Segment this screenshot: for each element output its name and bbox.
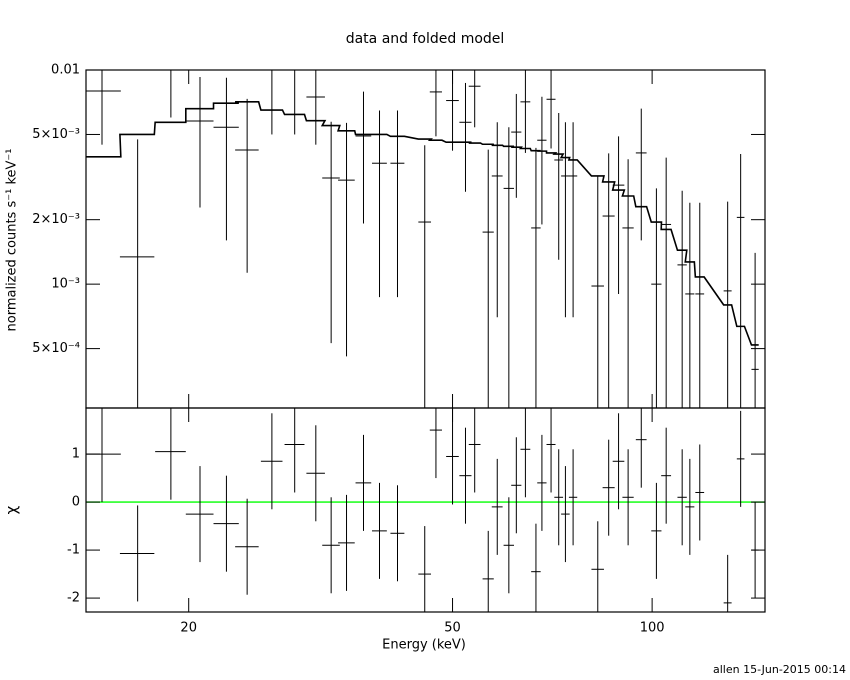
y-tick-label: 5×10⁻³ [32, 127, 80, 142]
y-tick-label: 2×10⁻³ [32, 212, 80, 227]
x-tick-label: 100 [640, 621, 665, 636]
y-tick-label: 0 [72, 495, 80, 510]
model-line [86, 101, 759, 346]
plot-area [86, 408, 765, 612]
plot-area [86, 70, 759, 408]
y-axis-label: normalized counts s⁻¹ keV⁻¹ [5, 149, 20, 332]
y-tick-label: 0.01 [51, 63, 80, 78]
y-tick-label: 1 [72, 447, 80, 462]
y-tick-label: -2 [67, 591, 80, 606]
chart-title: data and folded model [346, 31, 505, 47]
y-tick-label: -1 [67, 543, 80, 558]
x-tick-label: 50 [444, 621, 461, 636]
footer: allen 15-Jun-2015 00:14 [713, 663, 846, 676]
y-tick-label: 10⁻³ [51, 277, 80, 292]
plot-frame [85, 407, 766, 613]
x-axis-label: Energy (keV) [382, 638, 466, 653]
x-tick-label: 20 [180, 621, 197, 636]
y-axis-label: χ [3, 505, 21, 514]
y-tick-label: 5×10⁻⁴ [32, 341, 80, 356]
